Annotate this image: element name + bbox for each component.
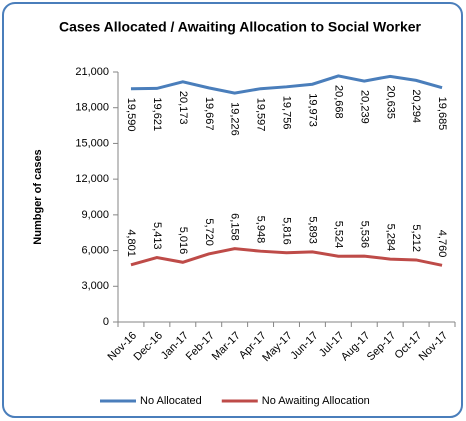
- value-label: 5,212: [410, 224, 422, 252]
- y-tick-label: 21,000: [75, 66, 109, 78]
- value-label: 5,536: [358, 221, 370, 249]
- value-label: 19,621: [151, 97, 163, 131]
- value-label: 5,413: [151, 222, 163, 250]
- y-tick-label: 18,000: [75, 102, 109, 114]
- chart-title: Cases Allocated / Awaiting Allocation to…: [59, 19, 422, 35]
- series-line: [130, 74, 443, 95]
- y-tick-label: 12,000: [75, 173, 109, 185]
- y-axis-title: Numbger of cases: [32, 149, 44, 244]
- y-tick-label: 0: [103, 316, 109, 328]
- value-label: 5,893: [307, 216, 319, 244]
- value-label: 19,685: [436, 97, 448, 131]
- value-label: 5,720: [203, 218, 215, 246]
- value-label: 19,667: [203, 97, 215, 131]
- series-line: [130, 247, 443, 267]
- y-tick-label: 9,000: [81, 209, 109, 221]
- value-label: 4,760: [436, 230, 448, 258]
- value-label: 20,173: [177, 91, 189, 125]
- value-label: 19,756: [281, 96, 293, 130]
- value-label: 5,016: [177, 227, 189, 255]
- y-tick-label: 3,000: [81, 280, 109, 292]
- value-label: 4,801: [125, 229, 137, 257]
- value-label: 19,597: [255, 98, 267, 132]
- value-label: 19,973: [307, 93, 319, 127]
- value-label: 19,226: [229, 102, 241, 136]
- value-label: 19,590: [125, 98, 137, 132]
- legend-label: No Awaiting Allocation: [262, 395, 370, 407]
- value-label: 5,816: [281, 217, 293, 245]
- value-label: 20,635: [384, 85, 396, 119]
- legend-label: No Allocated: [140, 395, 202, 407]
- value-label: 20,239: [358, 90, 370, 124]
- value-label: 20,294: [410, 89, 422, 123]
- y-tick-label: 15,000: [75, 137, 109, 149]
- value-label: 5,948: [255, 216, 267, 244]
- value-label: 20,668: [332, 85, 344, 119]
- y-tick-label: 6,000: [81, 244, 109, 256]
- value-label: 5,284: [384, 224, 396, 252]
- value-label: 5,524: [332, 221, 344, 249]
- value-label: 6,158: [229, 213, 241, 241]
